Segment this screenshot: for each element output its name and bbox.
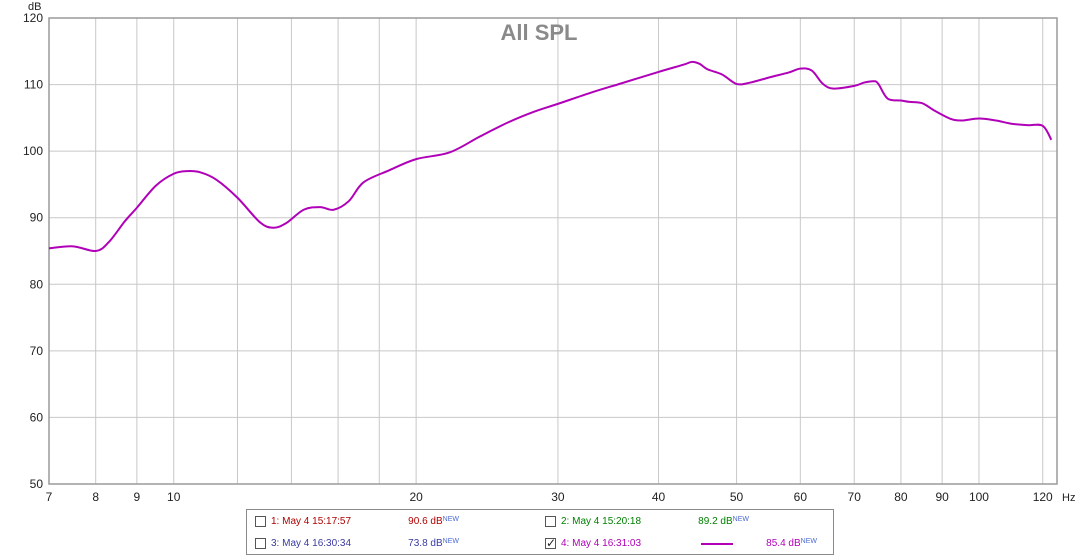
y-axis-unit: dB (28, 1, 41, 13)
y-tick-label: 90 (30, 211, 44, 225)
legend-checkbox-4[interactable] (545, 536, 556, 550)
x-tick-label: 100 (969, 490, 989, 504)
x-tick-label: 40 (652, 490, 666, 504)
legend-checkbox-1[interactable] (255, 516, 266, 527)
x-tick-label: 80 (894, 490, 908, 504)
legend-checkbox-2[interactable] (545, 516, 556, 527)
legend-label-2: 2: May 4 15:20:18 (561, 516, 642, 527)
legend-line-swatch-4 (701, 543, 733, 545)
chart-title: All SPL (500, 20, 577, 45)
x-tick-label: 70 (848, 490, 862, 504)
x-tick-label: 90 (935, 490, 949, 504)
x-axis-unit: Hz (1062, 492, 1075, 504)
x-tick-label: 60 (794, 490, 808, 504)
new-badge: NEW (732, 516, 749, 523)
chart-grid (48, 17, 1057, 485)
legend-value-1: 90.6 dBNEW (408, 516, 459, 527)
new-badge: NEW (442, 516, 459, 523)
y-tick-label: 120 (23, 11, 43, 25)
legend: 1: May 4 15:17:57 90.6 dBNEW 2: May 4 15… (246, 509, 834, 555)
y-tick-label: 60 (30, 410, 44, 424)
legend-label-1: 1: May 4 15:17:57 (271, 516, 352, 527)
y-tick-label: 50 (30, 477, 44, 491)
plot-frame (48, 17, 1058, 485)
legend-value-4: 85.4 dBNEW (766, 538, 817, 549)
y-tick-label: 100 (23, 144, 43, 158)
legend-row-1: 1: May 4 15:17:57 90.6 dBNEW 2: May 4 15… (247, 511, 833, 533)
x-tick-label: 30 (551, 490, 565, 504)
y-tick-label: 70 (30, 344, 44, 358)
series-line (48, 60, 1053, 253)
x-tick-label: 7 (46, 490, 53, 504)
new-badge: NEW (442, 538, 459, 545)
legend-checkbox-3[interactable] (255, 538, 266, 549)
y-axis-ticks: 50 60 70 80 90 100 110 120 (23, 11, 43, 491)
y-tick-label: 110 (24, 78, 43, 92)
series-layer (48, 60, 1053, 253)
x-tick-label: 20 (409, 490, 423, 504)
y-tick-label: 80 (30, 277, 44, 291)
legend-value-2: 89.2 dBNEW (698, 516, 749, 527)
legend-label-4: 4: May 4 16:31:03 (561, 538, 642, 549)
legend-row-2: 3: May 4 16:30:34 73.8 dBNEW 4: May 4 16… (247, 533, 833, 555)
x-tick-label: 8 (92, 490, 99, 504)
legend-value-3: 73.8 dBNEW (408, 538, 459, 549)
new-badge: NEW (800, 538, 817, 545)
x-tick-label: 120 (1033, 490, 1053, 504)
spl-chart: All SPL 50 60 70 80 90 100 110 120 7 8 9 10 20 30 40 5… (23, 1, 1075, 504)
x-tick-label: 9 (134, 490, 141, 504)
x-axis-ticks: 7 8 9 10 20 30 40 50 60 70 80 90 100 120 (46, 490, 1053, 504)
x-tick-label: 50 (730, 490, 744, 504)
legend-label-3: 3: May 4 16:30:34 (271, 538, 352, 549)
x-tick-label: 10 (167, 490, 181, 504)
